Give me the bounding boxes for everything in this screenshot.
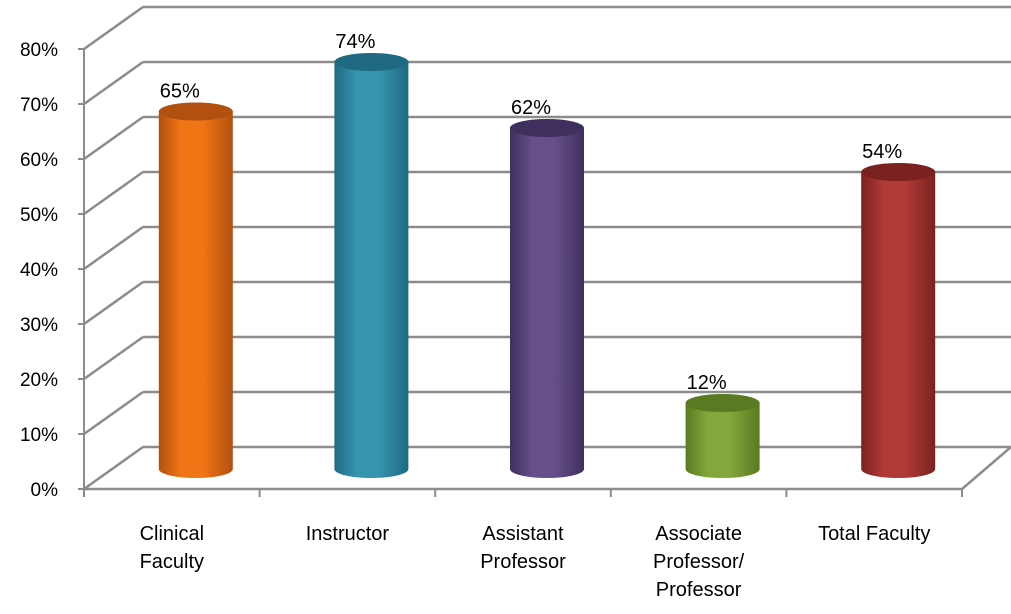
y-tick-label-3: 30% <box>20 315 58 336</box>
gridline-side-2 <box>83 335 144 381</box>
axes: 0% 10% 20% 30% 40% 50% 60% 70% 80% <box>20 40 1011 501</box>
bars <box>158 53 936 478</box>
data-label-0: 65% <box>160 81 200 103</box>
x-tick-label-1: Instructor <box>306 523 390 545</box>
bar-4 <box>861 163 936 478</box>
y-tick-label-8: 80% <box>20 40 58 61</box>
bar-top-1 <box>334 53 409 71</box>
bar-body-1 <box>334 62 409 478</box>
data-label-1: 74% <box>335 31 375 53</box>
bar-body-2 <box>510 128 584 478</box>
bar-2 <box>510 119 584 478</box>
data-label-3: 12% <box>687 372 727 394</box>
y-tick-label-5: 50% <box>20 205 58 226</box>
y-tick-label-6: 60% <box>20 150 58 171</box>
labels: 65% Clinical Faculty 74% Instructor 62% Assist… <box>140 31 931 601</box>
bar-top-4 <box>861 163 936 181</box>
data-label-4: 54% <box>862 141 902 163</box>
x-tick-label-3: Associate Professor/Professor <box>653 523 745 601</box>
x-tick-label-0: Clinical Faculty <box>140 523 204 573</box>
bar-top-3 <box>685 394 760 412</box>
y-tick-label-4: 40% <box>20 260 58 281</box>
bar-1 <box>334 53 409 478</box>
bar-0 <box>158 102 233 478</box>
x-tick-label-2: Assistant Professor <box>480 523 566 573</box>
bar-3 <box>685 394 760 478</box>
gridline-side-3 <box>83 280 144 326</box>
gridline-side-5 <box>83 170 144 216</box>
y-tick-label-1: 10% <box>20 425 58 446</box>
gridline-side-4 <box>83 225 144 271</box>
data-label-2: 62% <box>511 97 551 119</box>
gridline-side-7 <box>83 60 144 106</box>
gridline-side-0 <box>83 445 144 491</box>
y-tick-label-0: 0% <box>31 480 59 501</box>
gridline-side-1 <box>83 390 144 436</box>
bar-top-2 <box>510 119 584 137</box>
bar-body-3 <box>685 403 760 478</box>
y-tick-label-7: 70% <box>20 95 58 116</box>
x-tick-label-4: Total Faculty <box>818 523 930 545</box>
bar-top-0 <box>158 102 233 121</box>
gridline-side-8 <box>83 5 144 51</box>
y-tick-label-2: 20% <box>20 370 58 391</box>
bar-body-4 <box>861 172 936 478</box>
gridline-side-6 <box>83 115 144 161</box>
bar-body-0 <box>158 111 233 478</box>
floor-right-edge <box>961 446 1011 490</box>
